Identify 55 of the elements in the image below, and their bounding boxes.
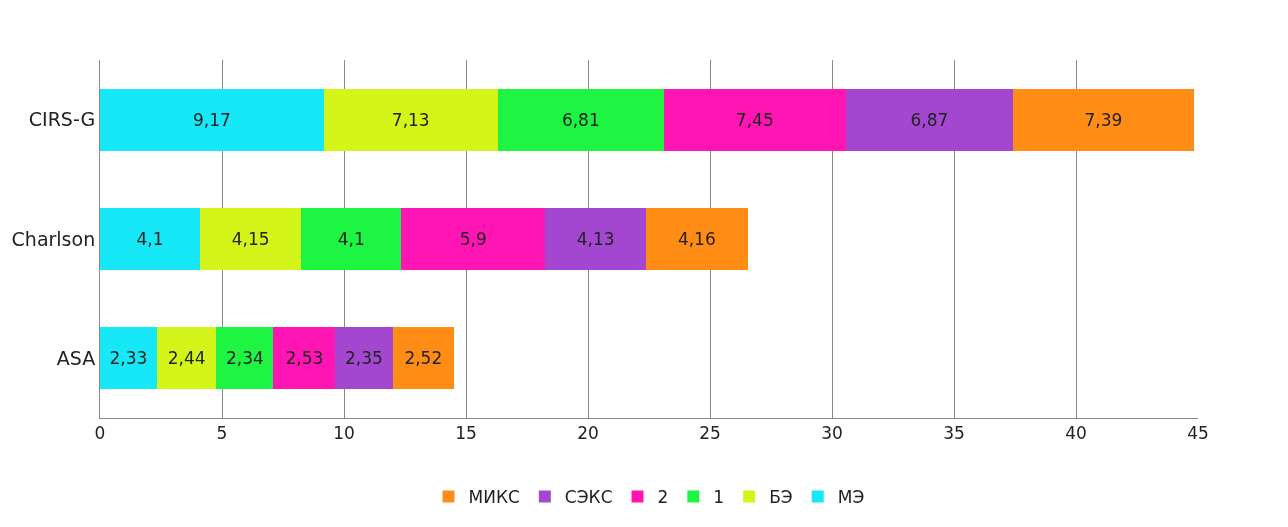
bar [392, 327, 455, 390]
bar [200, 207, 302, 271]
bar [401, 207, 546, 271]
bar [845, 88, 1014, 151]
x-tick-label: 40 [1065, 423, 1087, 444]
bar [301, 207, 402, 271]
x-tick-label: 15 [455, 423, 477, 444]
x-tick-label: 35 [943, 423, 965, 444]
bar [497, 88, 664, 151]
x-tick-label: 20 [577, 423, 599, 444]
data-label: 2,44 [167, 348, 206, 369]
legend-label: 2 [657, 487, 669, 508]
x-tick-label: 10 [333, 423, 355, 444]
legend-label: МЭ [837, 487, 865, 508]
data-label: 2,52 [404, 348, 443, 369]
data-label: 7,45 [735, 109, 774, 130]
data-label: 4,15 [231, 229, 270, 249]
data-label: 2,53 [285, 348, 324, 369]
x-tick-label: 5 [216, 423, 228, 444]
bar [1013, 88, 1194, 151]
data-label: 4,16 [677, 229, 716, 249]
y-tick-label: ASA [56, 346, 96, 369]
bar [100, 207, 201, 271]
y-tick-label: Charlson [11, 227, 96, 250]
bar [216, 327, 274, 390]
data-label: 6,81 [561, 109, 600, 130]
bar [663, 88, 846, 151]
data-label: 7,39 [1084, 109, 1123, 130]
x-tick-label: 0 [94, 423, 106, 444]
data-label: 4,1 [136, 229, 164, 249]
bar [646, 207, 748, 271]
bar [100, 88, 324, 151]
data-label: 6,87 [910, 109, 949, 130]
legend-label: 1 [713, 487, 725, 508]
y-tick-label: CIRS-G [28, 108, 96, 131]
data-label: 4,13 [576, 229, 615, 249]
legend-label: МИКС [468, 487, 520, 508]
bar [156, 327, 217, 390]
bar [100, 327, 157, 390]
data-label: 9,17 [192, 109, 231, 130]
legend-label: БЭ [769, 487, 793, 508]
data-label: 4,1 [337, 229, 365, 249]
x-tick-label: 45 [1187, 423, 1209, 444]
x-tick-label: 25 [699, 423, 721, 444]
data-label: 2,35 [344, 348, 383, 369]
data-label: 5,9 [459, 229, 487, 249]
bar [335, 327, 393, 390]
bar [273, 327, 336, 390]
bar [545, 207, 647, 271]
bar [323, 88, 498, 151]
legend-label: СЭКС [564, 487, 613, 508]
data-label: 2,33 [109, 348, 148, 369]
data-label: 2,34 [226, 348, 264, 369]
x-tick-label: 30 [821, 423, 843, 444]
data-label: 7,13 [391, 109, 430, 130]
